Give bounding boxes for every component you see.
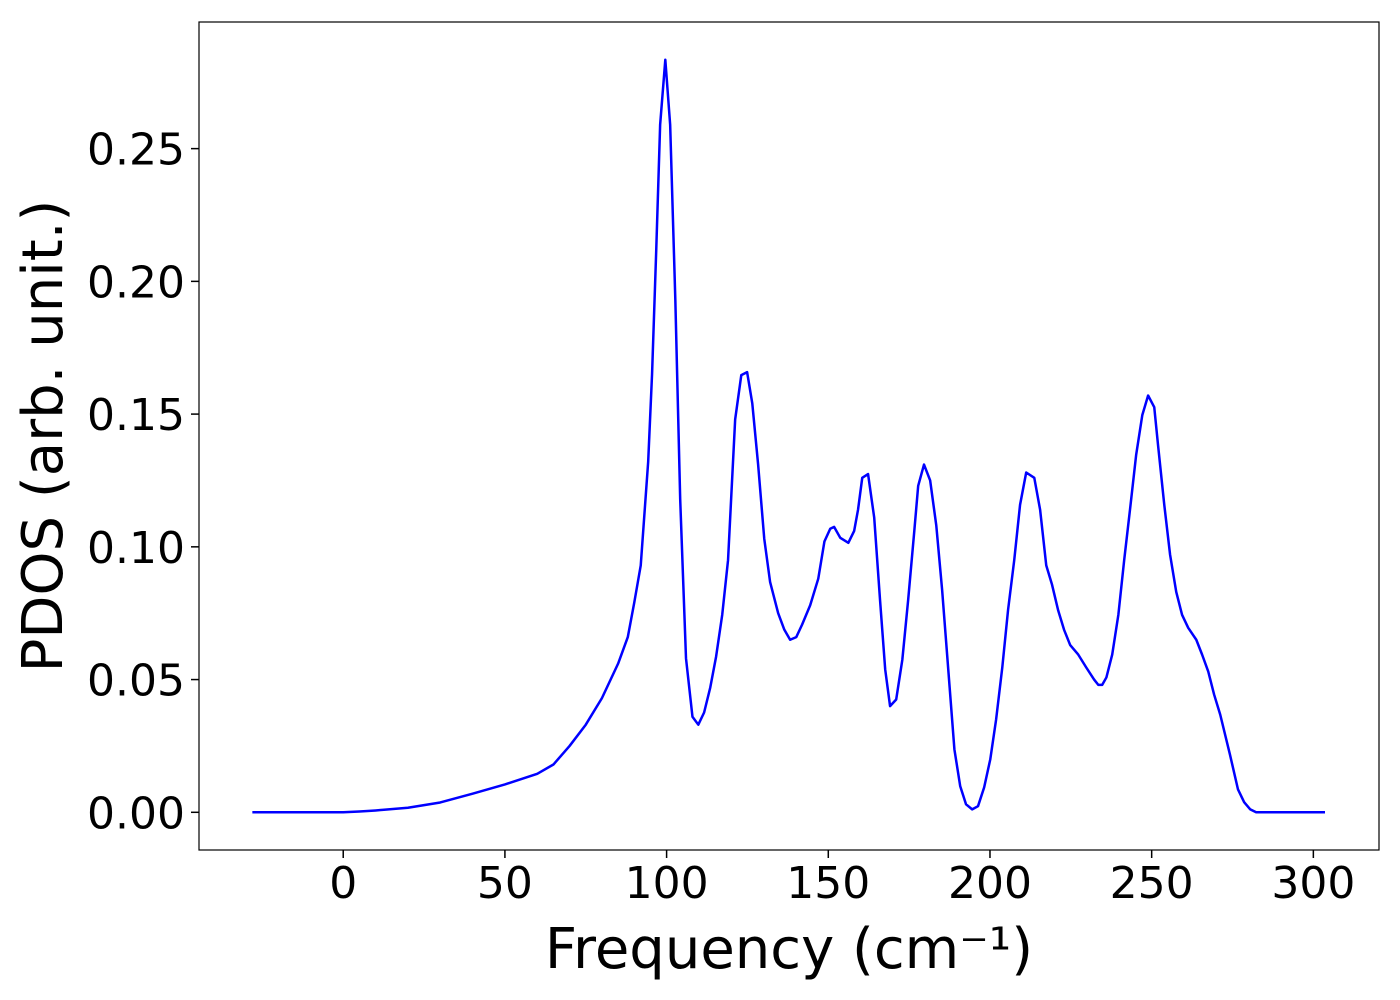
- line-series: [252, 58, 1325, 814]
- y-tick-label: 0.15: [87, 390, 185, 441]
- y-tick-label: 0.00: [87, 788, 185, 839]
- x-tick-label: 50: [477, 858, 533, 909]
- x-tick-label: 150: [786, 858, 870, 909]
- x-tick-label: 200: [948, 858, 1032, 909]
- x-tick-label: 250: [1110, 858, 1194, 909]
- y-tick-label: 0.05: [87, 656, 185, 707]
- x-tick-label: 100: [625, 858, 709, 909]
- y-tick-label: 0.10: [87, 523, 185, 574]
- x-tick-label: 0: [329, 858, 357, 909]
- y-axis-label: PDOS (arb. unit.): [11, 200, 76, 673]
- y-tick-label: 0.25: [87, 125, 185, 176]
- plot-frame: [198, 21, 1380, 851]
- x-tick-label: 300: [1271, 858, 1355, 909]
- y-tick-label: 0.20: [87, 257, 185, 308]
- x-axis-label: Frequency (cm⁻¹): [545, 917, 1033, 982]
